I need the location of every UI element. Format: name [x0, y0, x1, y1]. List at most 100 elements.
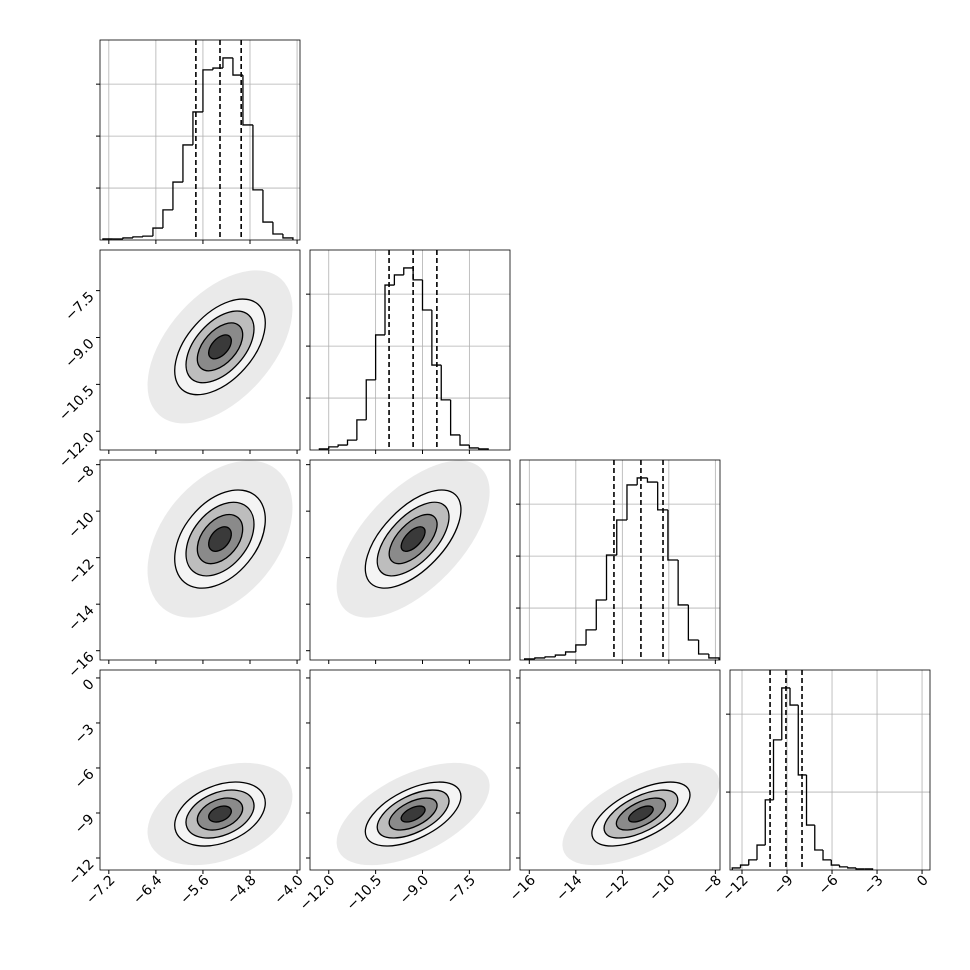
- y-tick-label: 0: [80, 676, 98, 694]
- hist-step: [212, 67, 223, 70]
- x-tick-label: −10: [646, 872, 678, 904]
- y-tick-label: −16: [65, 649, 97, 681]
- hist-step: [356, 419, 367, 441]
- hist-step: [789, 687, 799, 706]
- hist-step: [739, 864, 749, 868]
- y-tick-label: −3: [72, 721, 98, 747]
- hist-step: [384, 284, 395, 335]
- x-tick-label: −12.0: [297, 872, 339, 914]
- hist-step: [830, 859, 840, 866]
- hist-step: [544, 656, 556, 658]
- hist-step: [152, 227, 163, 237]
- panel: [147, 762, 293, 866]
- hist-step: [162, 209, 173, 229]
- panel: [147, 460, 293, 618]
- hist-step: [564, 651, 576, 656]
- hist-step: [182, 144, 193, 183]
- y-tick-label: −6: [72, 766, 98, 792]
- hist-step: [468, 445, 479, 449]
- x-tick-label: −3: [861, 872, 887, 898]
- hist-step: [459, 434, 470, 446]
- panel-frame: [309, 249, 511, 451]
- x-tick-label: −12: [719, 872, 751, 904]
- x-tick-label: −5.6: [177, 872, 212, 907]
- contour: [400, 526, 426, 552]
- hist-step: [172, 181, 183, 210]
- panel: [310, 250, 510, 450]
- hist-step: [132, 236, 143, 238]
- hist-step: [328, 446, 339, 449]
- contour: [400, 805, 426, 823]
- hist-step: [534, 657, 546, 659]
- hist-step: [855, 867, 865, 870]
- y-tick-label: −12.0: [56, 430, 98, 472]
- y-tick-label: −9.0: [62, 336, 97, 371]
- hist-step: [202, 69, 213, 112]
- y-tick-label: −12: [65, 556, 97, 588]
- hist-step: [222, 57, 233, 69]
- hist-step: [282, 234, 294, 240]
- x-tick-label: −7.5: [444, 872, 479, 907]
- x-tick-label: −14: [553, 872, 585, 904]
- hist-step: [595, 599, 607, 630]
- hist-step: [142, 235, 153, 237]
- x-tick-label: −9: [771, 872, 797, 898]
- hist-step: [122, 237, 133, 239]
- panel-frame: [309, 669, 511, 871]
- x-tick-label: −10.5: [344, 872, 386, 914]
- hist-step: [838, 865, 848, 868]
- panel-frame: [729, 669, 931, 871]
- x-tick-label: 0: [914, 872, 932, 890]
- contour: [628, 805, 654, 823]
- hist-step: [814, 825, 824, 851]
- panel-frame: [99, 249, 301, 451]
- hist-step: [478, 447, 489, 450]
- x-tick-label: −6.4: [130, 872, 165, 907]
- hist-step: [554, 654, 566, 657]
- panel-frame: [99, 669, 301, 871]
- hist-step: [667, 509, 679, 561]
- hist-step: [585, 629, 597, 645]
- hist-step: [412, 267, 423, 281]
- contour: [208, 334, 232, 360]
- hist-step: [365, 379, 376, 420]
- hist-step: [797, 705, 807, 776]
- hist-step: [616, 519, 627, 556]
- hist-step: [440, 365, 451, 401]
- hist-step: [374, 334, 385, 380]
- x-tick-label: −12: [600, 872, 632, 904]
- contour: [208, 805, 232, 823]
- panel-frame: [99, 39, 301, 241]
- panel-frame: [99, 459, 301, 661]
- hist-step: [677, 560, 689, 606]
- hist-step: [748, 859, 758, 866]
- hist-step: [232, 57, 243, 76]
- y-tick-label: −7.5: [62, 289, 97, 324]
- hist-step: [847, 866, 857, 869]
- hist-step: [626, 484, 638, 520]
- hist-step: [431, 310, 442, 366]
- hist-step: [272, 222, 283, 235]
- hist-step: [346, 439, 357, 446]
- hist-step: [731, 867, 741, 870]
- hist-step: [708, 654, 720, 660]
- hist-step: [337, 444, 348, 447]
- hist-step: [772, 739, 782, 800]
- panel: [562, 762, 720, 866]
- y-tick-label: −8: [72, 463, 98, 489]
- panel: [730, 670, 930, 870]
- hist-step: [393, 274, 404, 286]
- panel: [520, 460, 720, 660]
- panel: [100, 40, 300, 240]
- hist-step: [805, 774, 815, 826]
- panel-frame: [519, 459, 721, 661]
- x-tick-label: −4.8: [224, 872, 259, 907]
- y-tick-label: −12: [65, 856, 97, 888]
- panel: [336, 762, 490, 866]
- hist-step: [449, 399, 460, 436]
- x-tick-label: −6: [816, 872, 842, 898]
- x-tick-label: −16: [507, 872, 539, 904]
- x-tick-label: −9.0: [397, 872, 432, 907]
- hist-step: [822, 850, 832, 861]
